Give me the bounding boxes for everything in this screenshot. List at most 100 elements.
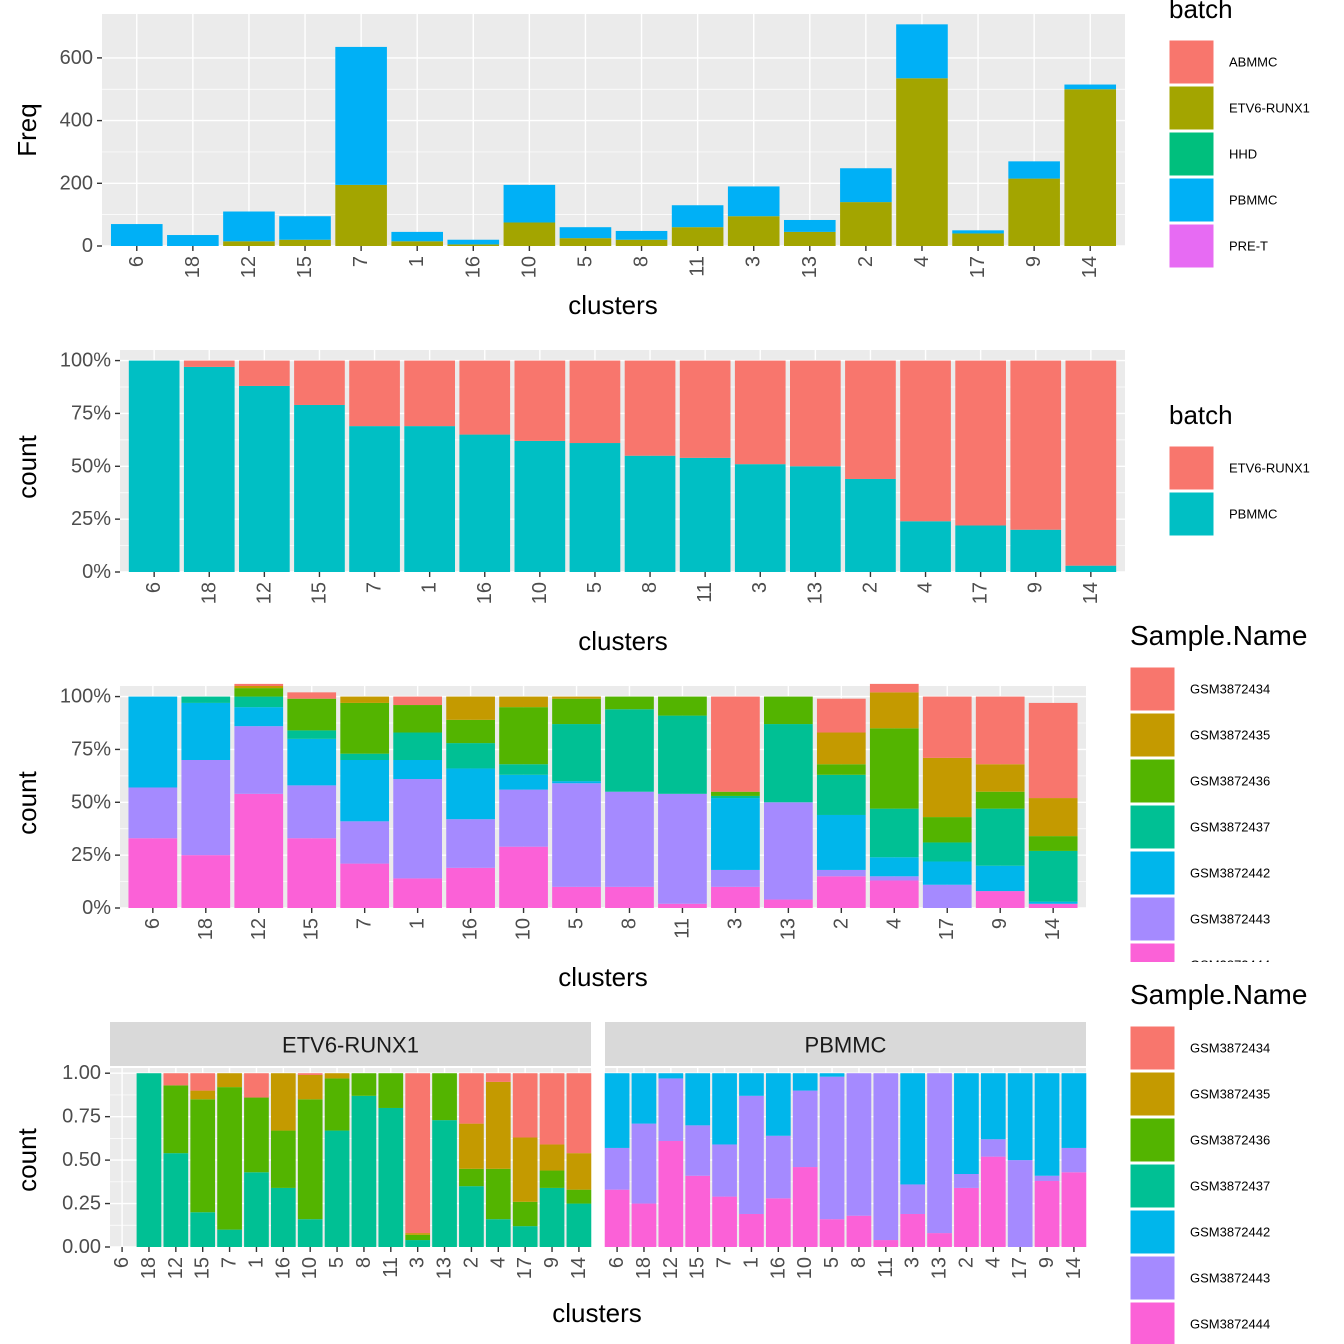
chart3-x-tick-label: 6 <box>142 918 164 929</box>
chart4-facet-PBMMC-bar-GSM3872442-cluster-7 <box>712 1073 737 1145</box>
chart1-y-tick-label: 200 <box>60 172 93 194</box>
chart1-x-tick-label: 15 <box>294 256 316 278</box>
chart3-bar-GSM3872437-cluster-5 <box>552 724 601 782</box>
chart4-facet-ETV6-RUNX1-bar-GSM3872436-cluster-17 <box>512 1201 538 1227</box>
chart1-bar-PBMMC-cluster-17 <box>952 230 1004 234</box>
chart2-bar-PBMMC-cluster-4 <box>900 521 951 572</box>
chart1-bar-ETV6-RUNX1-cluster-11 <box>671 227 724 246</box>
chart4-facet-ETV6-RUNX1-bar-GSM3872436-cluster-11 <box>378 1073 404 1108</box>
chart4-facet-PBMMC-bar-GSM3872442-cluster-4 <box>980 1073 1006 1140</box>
chart2-x-axis-title: clusters <box>578 626 668 656</box>
chart2-bar-PBMMC-cluster-6 <box>128 360 180 572</box>
chart4-facet-PBMMC-x-tick-label: 11 <box>875 1257 897 1278</box>
chart3-bar-GSM3872443-cluster-2 <box>816 869 866 877</box>
chart3-bar-GSM3872435-cluster-16 <box>446 696 495 720</box>
chart3-bar-GSM3872444-cluster-15 <box>287 838 337 908</box>
chart3-bar-GSM3872444-cluster-16 <box>446 867 495 908</box>
chart1-legend: batch ABMMC ETV6-RUNX1 HHD PBMMC PRE-T <box>1168 0 1310 269</box>
chart3-x-tick-label: 8 <box>618 918 640 929</box>
chart3-bar-GSM3872436-cluster-3 <box>711 791 760 796</box>
chart3-bar-GSM3872434-cluster-3 <box>711 696 760 792</box>
chart4-facet-ETV6-RUNX1-panel: 0.00 0.25 0.50 0.75 1.00 6 18 12 15 7 1 16 10 5 8 11 3 13… <box>62 1062 592 1279</box>
chart4-legend-key-GSM3872442 <box>1129 1209 1176 1255</box>
chart3-bar-GSM3872436-cluster-5 <box>552 698 601 725</box>
chart3-bar-GSM3872435-cluster-9 <box>975 764 1025 792</box>
chart4-facet-ETV6-RUNX1-bar-GSM3872436-cluster-9 <box>539 1170 565 1188</box>
chart4-facet-PBMMC-x-tick-label: 5 <box>821 1257 843 1268</box>
chart2-bar-PBMMC-cluster-15 <box>294 404 345 572</box>
chart4-facet-PBMMC-bar-GSM3872444-cluster-18 <box>631 1203 657 1247</box>
chart3-bar-GSM3872435-cluster-5 <box>552 696 601 699</box>
chart3-bar-GSM3872437-cluster-7 <box>340 753 390 760</box>
chart4-facet-ETV6-RUNX1-bar-GSM3872436-cluster-4 <box>485 1168 511 1220</box>
chart4-facet-ETV6-RUNX1-bar-GSM3872435-cluster-2 <box>459 1123 484 1169</box>
chart4-facet-PBMMC-bar-GSM3872442-cluster-1 <box>739 1073 764 1096</box>
chart1-x-tick-label: 7 <box>350 256 372 267</box>
chart2-y-axis-title: count <box>12 434 42 498</box>
chart4-facet-ETV6-RUNX1-y-tick-label: 1.00 <box>62 1062 101 1084</box>
chart2-x-tick-label: 5 <box>584 582 606 593</box>
chart1-bar-PBMMC-cluster-7 <box>335 46 387 185</box>
chart3-bar-GSM3872434-cluster-9 <box>975 696 1025 765</box>
chart4-facet-PBMMC-bar-GSM3872444-cluster-1 <box>739 1213 764 1247</box>
chart3-bar-GSM3872436-cluster-14 <box>1028 836 1078 851</box>
chart2-legend-label-PBMMC: PBMMC <box>1229 507 1277 522</box>
chart4-facet-PBMMC-bar-GSM3872443-cluster-5 <box>819 1076 845 1220</box>
chart3-bar-GSM3872437-cluster-1 <box>393 732 442 760</box>
chart4-legend-label-GSM3872437: GSM3872437 <box>1190 1179 1270 1194</box>
chart2-x-tick-label: 15 <box>308 582 330 604</box>
chart3-bar-GSM3872434-cluster-2 <box>816 698 866 733</box>
chart1-y-tick-label: 400 <box>60 110 93 132</box>
chart1-bar-PBMMC-cluster-14 <box>1064 84 1117 90</box>
chart4-facet-PBMMC-bar-GSM3872443-cluster-15 <box>685 1125 711 1176</box>
chart4-legend-label-GSM3872434: GSM3872434 <box>1190 1041 1270 1056</box>
chart4-facet-ETV6-RUNX1-x-tick-label: 14 <box>568 1257 590 1279</box>
chart4-facet-PBMMC-bar-GSM3872444-cluster-7 <box>712 1196 737 1247</box>
chart3-x-tick-label: 11 <box>671 918 693 939</box>
chart1-y-tick-label: 600 <box>60 47 93 69</box>
chart4-legend-label-GSM3872442: GSM3872442 <box>1190 1225 1270 1240</box>
chart4-facet-PBMMC-x-tick-label: 17 <box>1009 1257 1031 1279</box>
chart1-bar-ETV6-RUNX1-cluster-5 <box>559 238 612 246</box>
chart4-facet-ETV6-RUNX1-bar-GSM3872435-cluster-7 <box>217 1073 242 1088</box>
chart4-facet-PBMMC-x-tick-label: 3 <box>902 1257 924 1268</box>
chart2-bar-ETV6-RUNX1-cluster-17 <box>955 360 1006 526</box>
chart3-bar-GSM3872437-cluster-17 <box>922 842 972 862</box>
chart4-legend-title: Sample.Name <box>1130 979 1307 1010</box>
chart4-facet-ETV6-RUNX1-bar-GSM3872437-cluster-5 <box>324 1130 350 1247</box>
chart4-facet-ETV6-RUNX1-bar-GSM3872434-cluster-3 <box>405 1073 431 1234</box>
chart1-bar-PBMMC-cluster-5 <box>559 227 612 239</box>
chart4-facet-ETV6-RUNX1-bar-GSM3872436-cluster-2 <box>459 1168 484 1187</box>
chart4-facet-ETV6-RUNX1-bar-GSM3872434-cluster-4 <box>485 1073 511 1082</box>
chart4-legend-key-GSM3872435 <box>1129 1071 1176 1117</box>
chart3-bar-GSM3872443-cluster-16 <box>446 819 495 868</box>
chart3-bar-GSM3872437-cluster-3 <box>711 795 760 799</box>
chart3-bar-GSM3872443-cluster-3 <box>711 869 760 887</box>
chart2-x-tick-label: 8 <box>639 582 661 593</box>
chart3-bar-GSM3872443-cluster-17 <box>922 884 972 908</box>
chart4-facet-PBMMC-x-tick-label: 16 <box>767 1257 789 1279</box>
chart4-facet-PBMMC-x-tick-label: 2 <box>955 1257 977 1268</box>
chart1-bar-ETV6-RUNX1-cluster-9 <box>1008 178 1060 246</box>
chart3-legend-key-GSM3872443 <box>1129 896 1176 942</box>
chart4-facet-ETV6-RUNX1-x-tick-label: 7 <box>219 1257 241 1268</box>
chart3-legend-label-GSM3872435: GSM3872435 <box>1190 728 1270 743</box>
chart4-facet-ETV6-RUNX1-bar-GSM3872436-cluster-15 <box>190 1099 216 1213</box>
chart4-facet-PBMMC-bar-GSM3872444-cluster-4 <box>980 1156 1006 1247</box>
chart1-x-tick-label: 18 <box>182 256 204 278</box>
chart3-x-tick-label: 15 <box>301 918 323 940</box>
chart4-facet-ETV6-RUNX1-bar-GSM3872435-cluster-15 <box>190 1090 216 1100</box>
chart1-bar-ETV6-RUNX1-cluster-15 <box>279 239 331 246</box>
chart1-x-tick-label: 6 <box>126 256 148 267</box>
chart4-facet-ETV6-RUNX1-panel-background <box>110 1068 591 1247</box>
chart1-legend-label-HHD: HHD <box>1229 147 1257 162</box>
chart4-facet-ETV6-RUNX1-x-tick-label: 2 <box>460 1257 482 1268</box>
chart3-bar-GSM3872442-cluster-7 <box>340 760 390 822</box>
chart3-bar-GSM3872436-cluster-10 <box>499 707 548 765</box>
chart4-facet-PBMMC-bar-GSM3872444-cluster-2 <box>954 1187 979 1247</box>
chart1-bar-PBMMC-cluster-3 <box>727 186 780 217</box>
chart4-facet-ETV6-RUNX1-bar-GSM3872436-cluster-7 <box>217 1087 242 1230</box>
chart4-facet-ETV6-RUNX1-x-tick-label: 5 <box>326 1257 348 1268</box>
chart4-facet-ETV6-RUNX1-x-tick-label: 6 <box>111 1257 133 1268</box>
chart4-facet-PBMMC-x-tick-label: 9 <box>1036 1257 1058 1268</box>
